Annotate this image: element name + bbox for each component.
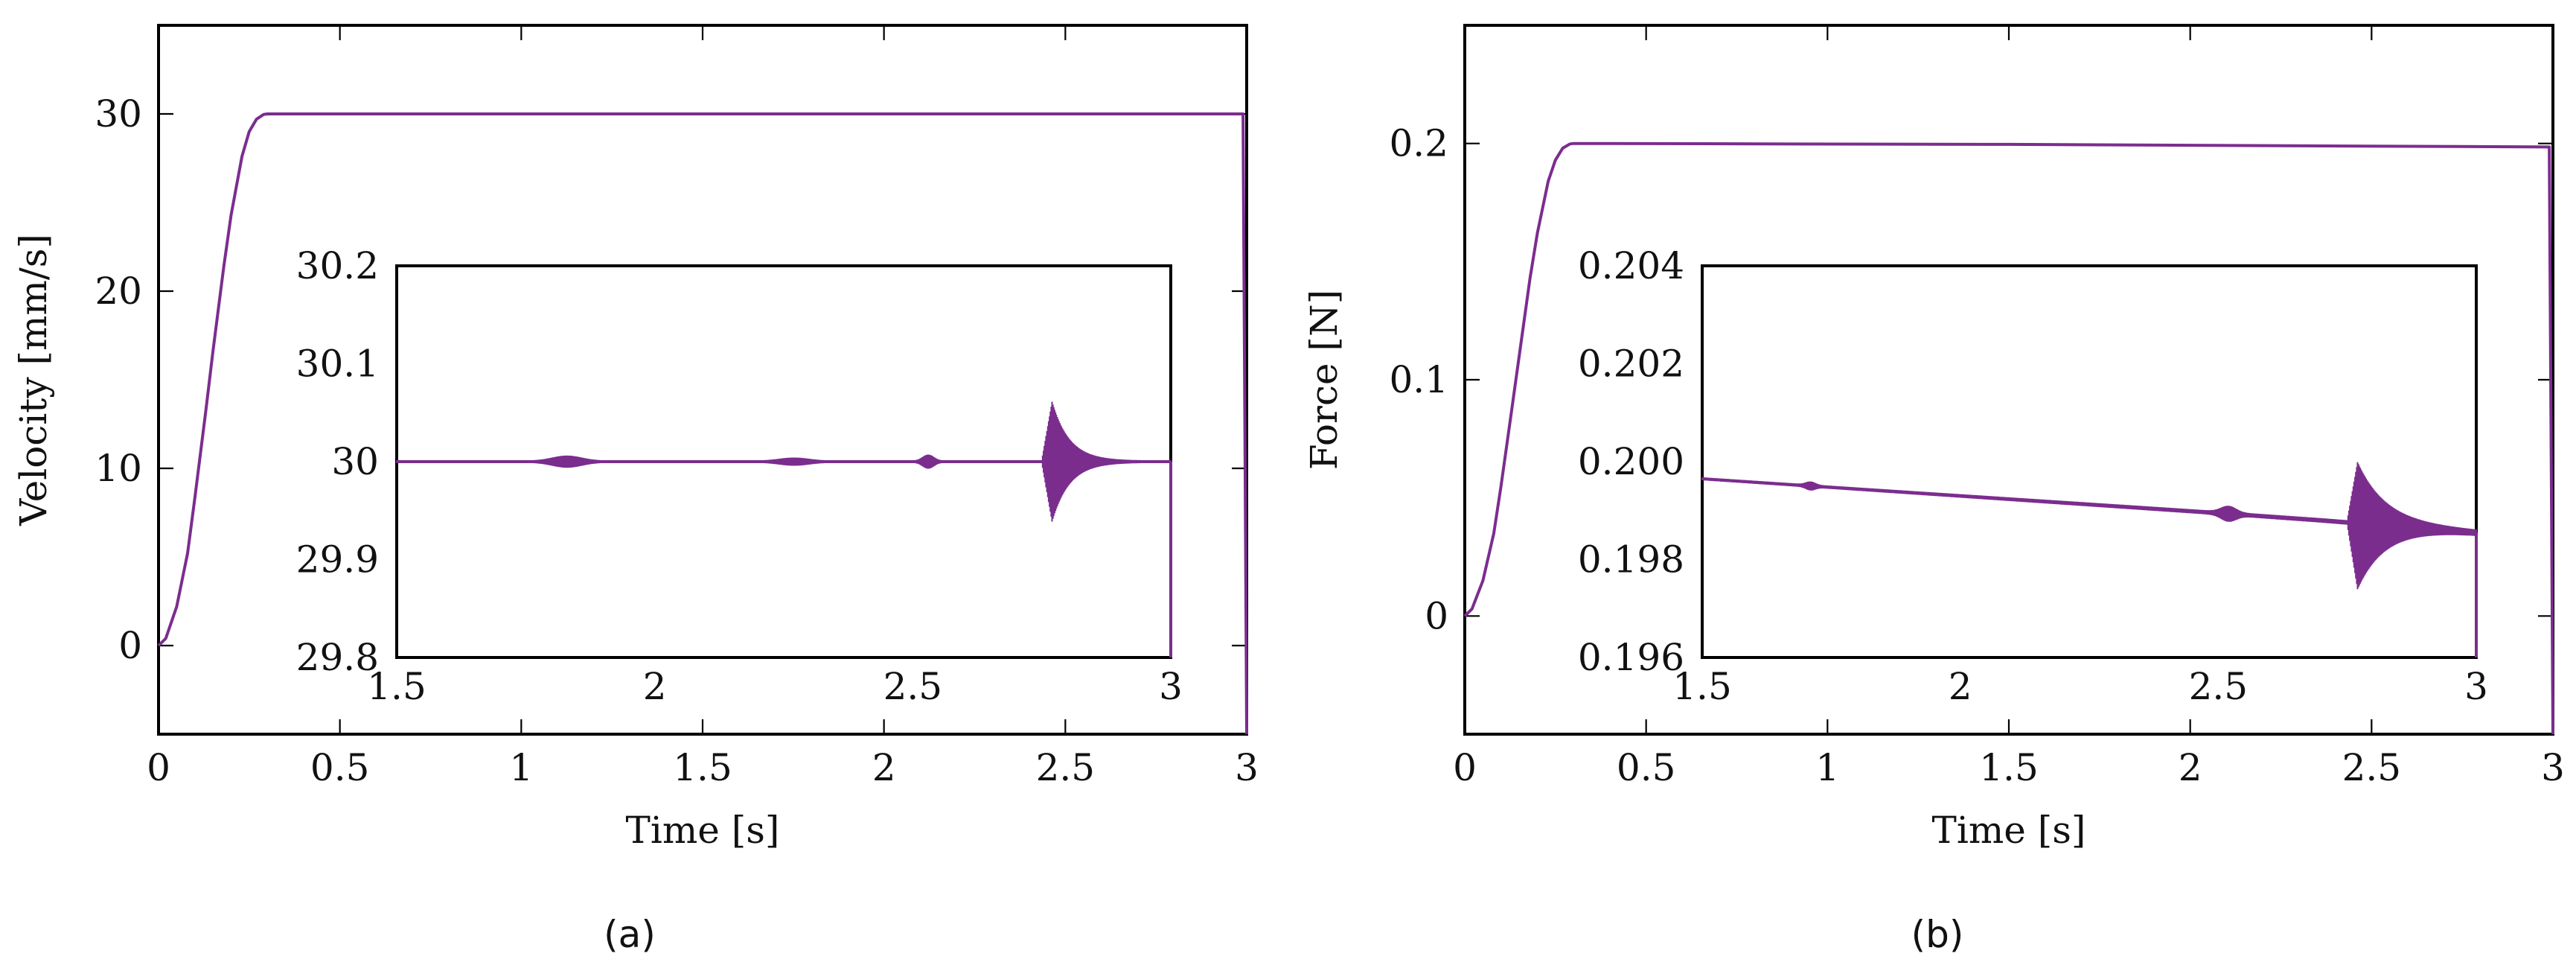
chart-b-x-tick-label: 3 [2541,746,2565,789]
chart-b-y-tick-label: 0.2 [1389,122,1448,165]
chart-b-inset: 1.5 2 2.5 3 0.196 0.198 0.200 0.202 0.204 [1578,244,2488,708]
chart-b-x-tick-label: 1.5 [1979,746,2039,789]
chart-b-x-tick-label: 1 [1815,746,1839,789]
chart-b-inset-x-tick-label: 2 [1949,665,1972,708]
chart-a-series-line [157,112,1248,735]
chart-b-series-line [1463,141,2554,735]
caption-a: (a) [604,913,656,956]
chart-b-inset-y-tick-label: 0.200 [1578,440,1684,483]
chart-a-x-tick-label: 1.5 [673,746,732,789]
chart-b-x-tick-label: 2 [2179,746,2202,789]
chart-a-x-tick-label: 2 [872,746,896,789]
chart-a-x-axis-label: Time [s] [626,809,780,852]
chart-b-inset-y-tick-label: 0.202 [1578,343,1684,386]
chart-a-y-tick-label: 0 [118,624,142,667]
chart-b-inset-plot-frame [1701,264,2478,659]
chart-a-y-axis-label: Velocity [mm/s] [12,234,55,526]
chart-b-y-tick-label: 0 [1425,594,1448,637]
chart-b-inset-x-tick-label: 1.5 [1672,665,1732,708]
chart-b-inset-x-tick-label: 3 [2464,665,2488,708]
chart-b-inset-series-line [1701,477,2477,535]
chart-a-y-tick-label: 20 [95,270,142,313]
chart-b-y-axis-label: Force [N] [1303,290,1346,470]
chart-a-y-tick-label: 10 [95,447,142,490]
chart-a-x-tick-label: 1 [509,746,533,789]
chart-a-inset-x-tick-label: 2.5 [883,665,943,708]
chart-a-inset-y-tick-label: 30.1 [296,343,379,386]
chart-a-x-tick-label: 3 [1235,746,1259,789]
chart-b-x-tick-label: 0.5 [1617,746,1676,789]
chart-b-x-tick-label: 2.5 [2342,746,2402,789]
chart-b-x-axis-label: Time [s] [1932,809,2086,852]
chart-a-inset-x-tick-label: 3 [1159,665,1183,708]
chart-a-y-tick-label: 30 [95,92,142,136]
chart-a-x-tick-label: 0 [147,746,170,789]
caption-b: (b) [1911,913,1964,956]
chart-a-inset-x-tick-label: 2 [643,665,667,708]
chart-b-y-tick-label: 0.1 [1389,358,1448,401]
chart-a-inset-y-tick-label: 30.2 [296,244,379,287]
chart-a-x-tick-label: 2.5 [1036,746,1096,789]
chart-a-x-tick-label: 0.5 [310,746,370,789]
chart-a-inset-y-tick-label: 29.9 [296,538,379,582]
chart-a-inset: 1.5 2 2.5 3 29.8 29.9 30 30.1 30.2 [296,244,1183,708]
chart-a-inset-y-tick-label: 30 [331,440,379,483]
chart-b-inset-y-tick-label: 0.196 [1578,636,1684,679]
chart-b-x-tick-label: 0 [1453,746,1477,789]
chart-b-inset-y-tick-label: 0.198 [1578,538,1684,582]
chart-b-inset-x-tick-label: 2.5 [2189,665,2249,708]
chart-a-inset-x-tick-label: 1.5 [367,665,426,708]
chart-a-inset-y-tick-label: 29.8 [296,636,379,679]
chart-b-inset-y-tick-label: 0.204 [1578,244,1684,287]
